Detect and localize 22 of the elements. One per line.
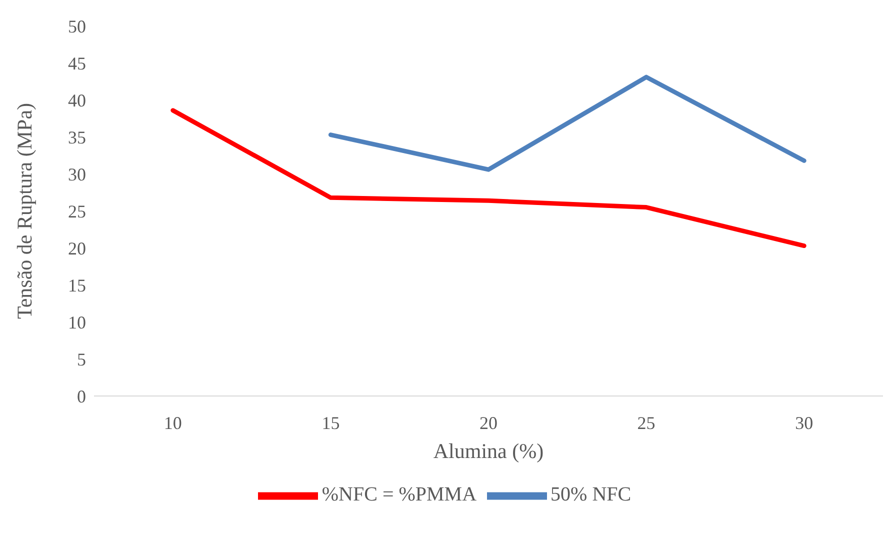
y-tick-label: 15 [68, 275, 86, 296]
x-axis-title: Alumina (%) [433, 439, 544, 463]
x-tick-label: 20 [480, 412, 498, 433]
y-tick-label: 35 [68, 127, 86, 148]
y-tick-label: 40 [68, 90, 86, 110]
line-series [170, 108, 806, 248]
y-tick-label: 30 [68, 164, 86, 184]
y-axis-title: Tensão de Ruptura (MPa) [12, 102, 36, 320]
y-tick-label: 5 [77, 349, 86, 370]
x-tick-label: 10 [164, 412, 182, 433]
y-tick-label: 25 [68, 201, 86, 222]
x-tick-label: 25 [637, 412, 656, 433]
legend-label: 50% NFC [550, 484, 632, 506]
y-tick-label: 10 [68, 312, 86, 332]
y-tick-label: 50 [68, 16, 86, 36]
x-tick-label: 15 [322, 412, 340, 433]
line-series [328, 74, 806, 172]
x-tick-label: 30 [795, 412, 814, 433]
y-tick-label: 0 [77, 386, 86, 406]
legend-label: %NFC = %PMMA [322, 484, 477, 506]
y-tick-label: 20 [68, 238, 86, 258]
y-tick-label: 45 [68, 53, 86, 74]
